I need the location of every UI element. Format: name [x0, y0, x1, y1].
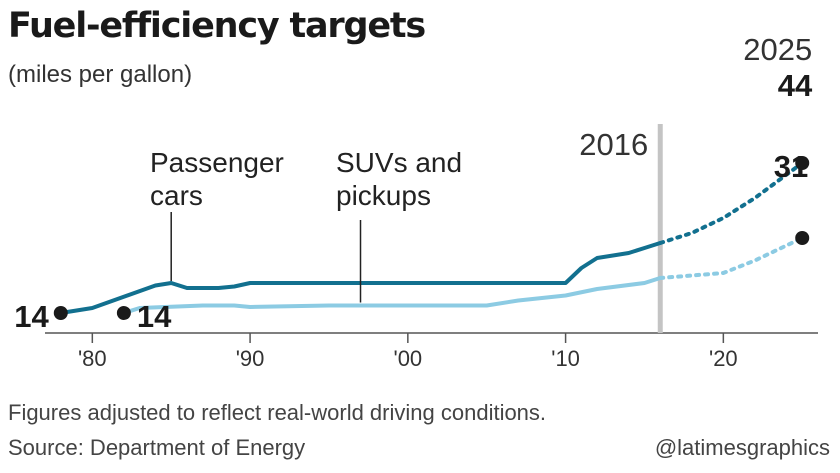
x-tick-label: '20 — [709, 346, 738, 371]
start-marker-suv — [116, 306, 131, 320]
end-marker-suv — [795, 231, 810, 245]
x-tick-label: '10 — [551, 346, 580, 371]
chart-title: Fuel-efficiency targets — [8, 6, 426, 46]
series-line-suv — [121, 276, 663, 315]
end-value-label: 44 — [778, 68, 813, 103]
series-label: cars — [150, 180, 203, 211]
series-line-passenger — [58, 241, 663, 315]
reference-layer: 2016 — [579, 124, 663, 333]
series-layer — [53, 156, 810, 320]
x-tick-label: '00 — [394, 346, 423, 371]
end-marker-passenger — [795, 156, 810, 170]
reference-line-label: 2016 — [579, 127, 648, 162]
series-label: pickups — [336, 180, 431, 211]
start-value-label: 14 — [14, 299, 49, 334]
series-projected-suv — [658, 236, 805, 280]
start-marker-passenger — [53, 306, 68, 320]
end-value-label: 31 — [774, 149, 808, 184]
chart-source: Source: Department of Energy — [8, 435, 306, 460]
series-label: Passenger — [150, 147, 284, 178]
chart-credit: @latimesgraphics — [654, 435, 830, 460]
end-year-label: 2025 — [743, 32, 812, 67]
x-tick-label: '80 — [78, 346, 107, 371]
chart-subtitle: (miles per gallon) — [8, 61, 193, 88]
series-projected-passenger — [658, 161, 805, 245]
axis-layer: '80 '90 '00 '10 '20 — [45, 332, 818, 371]
chart-note: Figures adjusted to reflect real-world d… — [8, 400, 547, 425]
start-value-label: 14 — [137, 299, 172, 334]
series-label: SUVs and — [336, 147, 462, 178]
x-tick-label: '90 — [236, 346, 265, 371]
